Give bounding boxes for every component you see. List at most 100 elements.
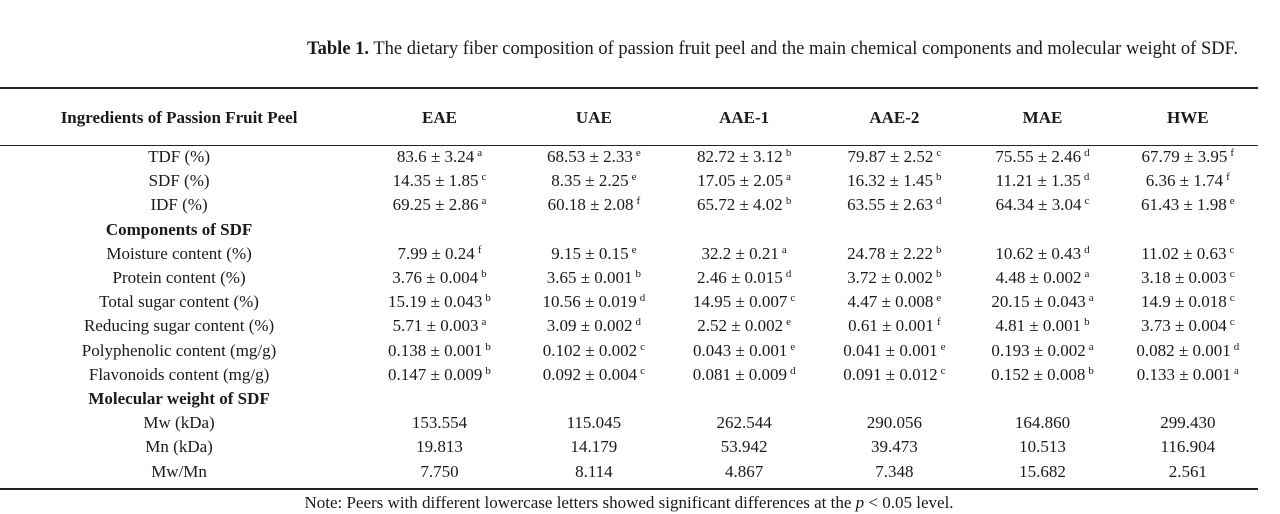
- table-row: Mn (kDa) 19.813 14.179 53.942 39.473 10.513 11…: [0, 435, 1258, 459]
- empty-cell: [521, 387, 667, 411]
- value-cell: 5.71 ± 0.003 a: [358, 314, 521, 338]
- table-row: TDF (%) 83.6 ± 3.24 a 68.53 ± 2.33 e 82.72 ± …: [0, 145, 1258, 169]
- significance-letter: d: [1084, 147, 1090, 160]
- value-cell: 79.87 ± 2.52 c: [821, 145, 967, 169]
- row-label: Mn (kDa): [145, 437, 213, 457]
- cell-value: 32.2 ± 0.21: [701, 243, 779, 263]
- value-cell: 9.15 ± 0.15 e: [521, 242, 667, 266]
- row-label: SDF (%): [148, 171, 210, 191]
- cell-value: 4.81 ± 0.001: [995, 316, 1082, 336]
- value-cell: 115.045: [521, 411, 667, 435]
- significance-letter: d: [785, 268, 792, 281]
- value-cell: 63.55 ± 2.63 d: [821, 193, 967, 217]
- value-cell: 0.091 ± 0.012 c: [821, 363, 967, 387]
- value-cell: 11.02 ± 0.63 c: [1118, 242, 1258, 266]
- significance-letter: f: [1226, 171, 1230, 184]
- caption-text: The dietary fiber composition of passion…: [373, 39, 1239, 59]
- table-note: Note: Peers with different lowercase let…: [0, 493, 1258, 513]
- value-cell: 10.56 ± 0.019 d: [521, 290, 667, 314]
- significance-letter: b: [1084, 316, 1090, 329]
- value-cell: 0.138 ± 0.001 b: [358, 339, 521, 363]
- cell-value: 19.813: [416, 437, 463, 457]
- value-cell: 32.2 ± 0.21 a: [667, 242, 821, 266]
- significance-letter: f: [936, 316, 941, 329]
- cell-value: 10.62 ± 0.43: [995, 243, 1082, 263]
- significance-letter: c: [1229, 243, 1235, 256]
- value-cell: 164.860: [967, 411, 1117, 435]
- significance-letter: e: [936, 292, 942, 305]
- cell-value: 3.65 ± 0.001: [546, 268, 633, 288]
- significance-letter: e: [1229, 195, 1235, 208]
- cell-value: 0.043 ± 0.001: [693, 340, 788, 360]
- value-cell: 0.102 ± 0.002 c: [521, 339, 667, 363]
- significance-letter: a: [781, 243, 787, 256]
- value-cell: 20.15 ± 0.043 a: [967, 290, 1117, 314]
- value-cell: 4.47 ± 0.008 e: [821, 290, 967, 314]
- significance-letter: b: [481, 268, 487, 281]
- significance-letter: b: [936, 268, 942, 281]
- cell-value: 14.179: [570, 437, 618, 457]
- row-label: Protein content (%): [112, 268, 246, 288]
- empty-cell: [358, 387, 521, 411]
- significance-letter: a: [481, 316, 487, 329]
- row-label: TDF (%): [148, 147, 210, 167]
- table-row: Moisture content (%) 7.99 ± 0.24 f 9.15 ± 0…: [0, 242, 1258, 266]
- significance-letter: c: [640, 340, 645, 353]
- value-cell: 3.65 ± 0.001 b: [521, 266, 667, 290]
- significance-letter: c: [1229, 292, 1235, 305]
- cell-value: 7.348: [875, 461, 914, 481]
- significance-letter: b: [485, 292, 491, 305]
- row-label: Flavonoids content (mg/g): [88, 364, 270, 384]
- cell-value: 0.193 ± 0.002: [991, 340, 1086, 360]
- cell-value: 116.904: [1160, 437, 1216, 457]
- value-cell: 53.942: [667, 435, 821, 459]
- table-caption: Table 1. The dietary fiber composition o…: [307, 38, 1267, 61]
- value-cell: 3.73 ± 0.004 c: [1118, 314, 1258, 338]
- value-cell: 262.544: [667, 411, 821, 435]
- header-ingredients: Ingredients of Passion Fruit Peel: [60, 107, 298, 127]
- significance-letter: b: [485, 364, 491, 377]
- significance-letter: f: [636, 195, 641, 208]
- header-mae: MAE: [1022, 107, 1063, 127]
- cell-value: 0.152 ± 0.008: [991, 364, 1086, 384]
- cell-value: 69.25 ± 2.86: [392, 195, 479, 215]
- table-row: Polyphenolic content (mg/g) 0.138 ± 0.001…: [0, 339, 1258, 363]
- cell-value: 82.72 ± 3.12: [696, 147, 783, 167]
- cell-value: 24.78 ± 2.22: [847, 243, 934, 263]
- value-cell: 19.813: [358, 435, 521, 459]
- value-cell: 15.682: [967, 459, 1117, 483]
- value-cell: 0.043 ± 0.001 e: [667, 339, 821, 363]
- value-cell: 83.6 ± 3.24 a: [358, 145, 521, 169]
- significance-letter: c: [790, 292, 796, 305]
- table-row: Mw/Mn 7.750 8.114 4.867 7.348 15.682 2.561: [0, 459, 1258, 483]
- cell-value: 115.045: [566, 413, 622, 433]
- value-cell: 82.72 ± 3.12 b: [667, 145, 821, 169]
- header-hwe: HWE: [1167, 107, 1209, 127]
- cell-value: 164.860: [1014, 413, 1071, 433]
- row-label: Reducing sugar content (%): [83, 316, 275, 336]
- value-cell: 16.32 ± 1.45 b: [821, 169, 967, 193]
- value-cell: 61.43 ± 1.98 e: [1118, 193, 1258, 217]
- significance-letter: b: [785, 147, 792, 160]
- significance-letter: a: [786, 171, 791, 184]
- value-cell: 3.18 ± 0.003 c: [1118, 266, 1258, 290]
- value-cell: 17.05 ± 2.05 a: [667, 169, 821, 193]
- row-label: Mw (kDa): [143, 413, 215, 433]
- value-cell: 15.19 ± 0.043 b: [358, 290, 521, 314]
- cell-value: 0.082 ± 0.001: [1136, 340, 1231, 360]
- header-aae-2: AAE-2: [869, 107, 920, 127]
- significance-letter: c: [1084, 195, 1090, 208]
- significance-letter: a: [477, 147, 483, 160]
- value-cell: 68.53 ± 2.33 e: [521, 145, 667, 169]
- empty-cell: [521, 218, 667, 242]
- cell-value: 75.55 ± 2.46: [995, 147, 1082, 167]
- cell-value: 0.147 ± 0.009: [388, 364, 483, 384]
- value-cell: 60.18 ± 2.08 f: [521, 193, 667, 217]
- significance-letter: c: [936, 147, 942, 160]
- cell-value: 3.72 ± 0.002: [847, 268, 934, 288]
- significance-letter: d: [790, 364, 796, 377]
- cell-value: 9.15 ± 0.15: [551, 243, 629, 263]
- empty-cell: [667, 218, 821, 242]
- header-row: Ingredients of Passion Fruit Peel EAE UAE A…: [0, 90, 1258, 145]
- cell-value: 299.430: [1160, 413, 1216, 433]
